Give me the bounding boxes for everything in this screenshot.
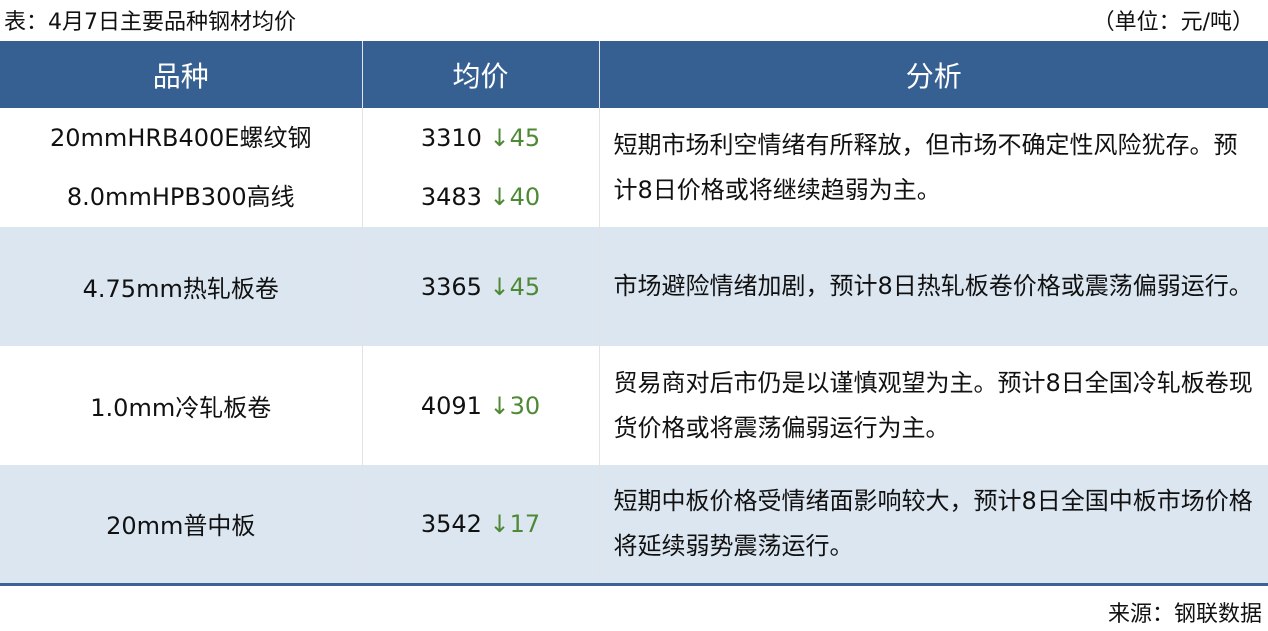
variety-name: 8.0mmHPB300高线 <box>66 182 295 211</box>
source-note: 来源：钢联数据 <box>1107 602 1262 627</box>
variety-cell: 20mmHRB400E螺纹钢 8.0mmHPB300高线 <box>0 108 362 227</box>
analysis-cell: 短期市场利空情绪有所释放，但市场不确定性风险犹存。预计8日价格或将继续趋弱为主。 <box>598 108 1268 227</box>
price-change-down: ↓40 <box>489 182 541 211</box>
analysis-cell: 市场避险情绪加剧，预计8日热轧板卷价格或震荡偏弱运行。 <box>598 227 1268 346</box>
unit-label: （单位：元/吨） <box>1092 10 1254 35</box>
header-variety: 品种 <box>0 41 362 108</box>
header-analysis: 分析 <box>598 41 1268 108</box>
variety-name: 1.0mm冷轧板卷 <box>90 394 272 422</box>
variety-name: 20mm普中板 <box>0 465 362 584</box>
price-value: 4091 <box>420 391 482 420</box>
price-change-down: ↓30 <box>489 391 541 420</box>
table-row: 20mm普中板 3542 ↓17 短期中板价格受情绪面影响较大，预计8日全国中板… <box>0 465 1268 584</box>
table-row: 4.75mm热轧板卷 3365 ↓45 市场避险情绪加剧，预计8日热轧板卷价格或… <box>0 227 1268 346</box>
price-cell: 3365 ↓45 <box>361 227 599 346</box>
header-price: 均价 <box>361 41 599 108</box>
price-value: 3483 <box>420 182 482 211</box>
price-change-down: ↓17 <box>489 509 541 538</box>
price-value: 3310 <box>420 123 482 152</box>
variety-name: 20mmHRB400E螺纹钢 <box>50 123 312 152</box>
analysis-cell: 贸易商对后市仍是以谨慎观望为主。预计8日全国冷轧板卷现货价格或将震荡偏弱运行为主… <box>598 346 1268 465</box>
price-value: 3542 <box>420 509 482 538</box>
variety-name: 4.75mm热轧板卷 <box>0 227 362 346</box>
price-change-down: ↓45 <box>489 123 541 152</box>
table-title: 表：4月7日主要品种钢材均价 <box>4 10 296 35</box>
price-change-down: ↓45 <box>489 272 541 301</box>
price-cell: 4091 ↓30 <box>361 346 599 465</box>
analysis-cell: 短期中板价格受情绪面影响较大，预计8日全国中板市场价格将延续弱势震荡运行。 <box>598 465 1268 584</box>
price-cell: 3310 ↓45 3483 ↓40 <box>361 108 599 227</box>
price-value: 3365 <box>420 272 482 301</box>
steel-price-table: 品种 均价 分析 20mmHRB400E螺纹钢 8.0mmHPB300高线 33… <box>0 41 1268 586</box>
table-row: 1.0mm冷轧板卷 4091 ↓30 贸易商对后市仍是以谨慎观望为主。预计8日全… <box>0 346 1268 465</box>
price-cell: 3542 ↓17 <box>361 465 599 584</box>
table-row: 20mmHRB400E螺纹钢 8.0mmHPB300高线 3310 ↓45 34… <box>0 108 1268 227</box>
header-row: 品种 均价 分析 <box>0 41 1268 108</box>
